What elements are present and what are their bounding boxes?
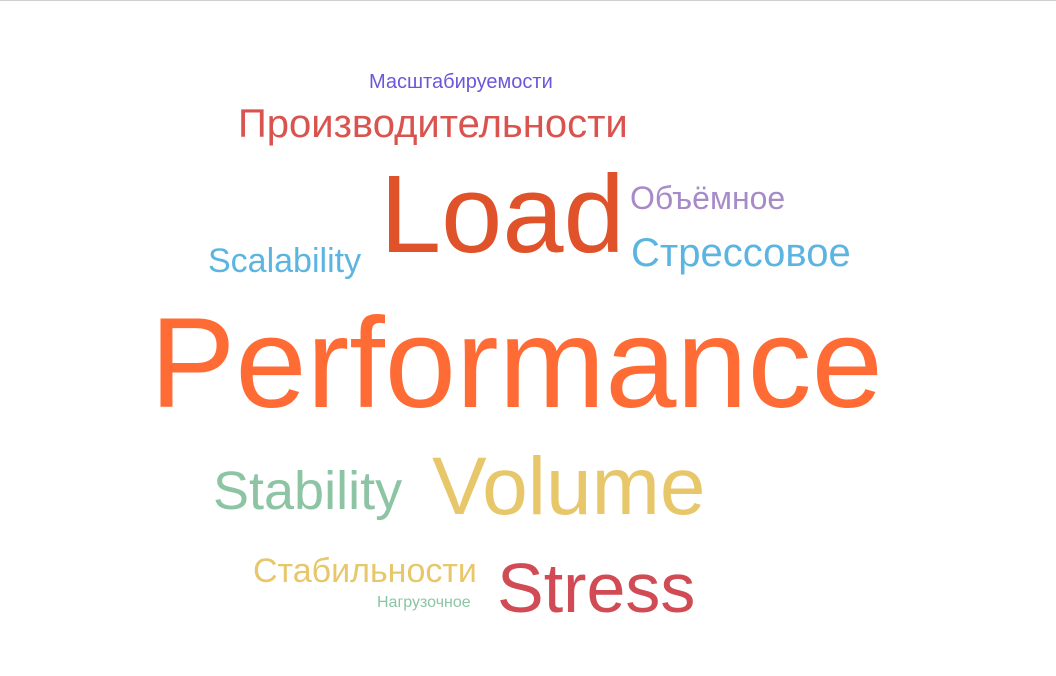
word-obyomnoe: Объёмное (630, 180, 786, 216)
word-proizvoditelnosti: Производительности (238, 102, 628, 146)
word-load: Load (380, 153, 625, 276)
word-performance: Performance (150, 292, 883, 435)
top-border-line (0, 0, 1056, 1)
word-stress: Stress (497, 549, 696, 627)
word-stability: Stability (213, 461, 403, 521)
word-stabilnosti: Стабильности (253, 552, 477, 590)
word-stressovoe: Стрессовое (631, 231, 851, 275)
word-masshtabiruemosti: Масштабируемости (369, 71, 553, 93)
word-volume: Volume (432, 441, 706, 532)
word-nagruzochnoe: Нагрузочное (377, 594, 471, 611)
word-scalability: Scalability (208, 242, 362, 280)
